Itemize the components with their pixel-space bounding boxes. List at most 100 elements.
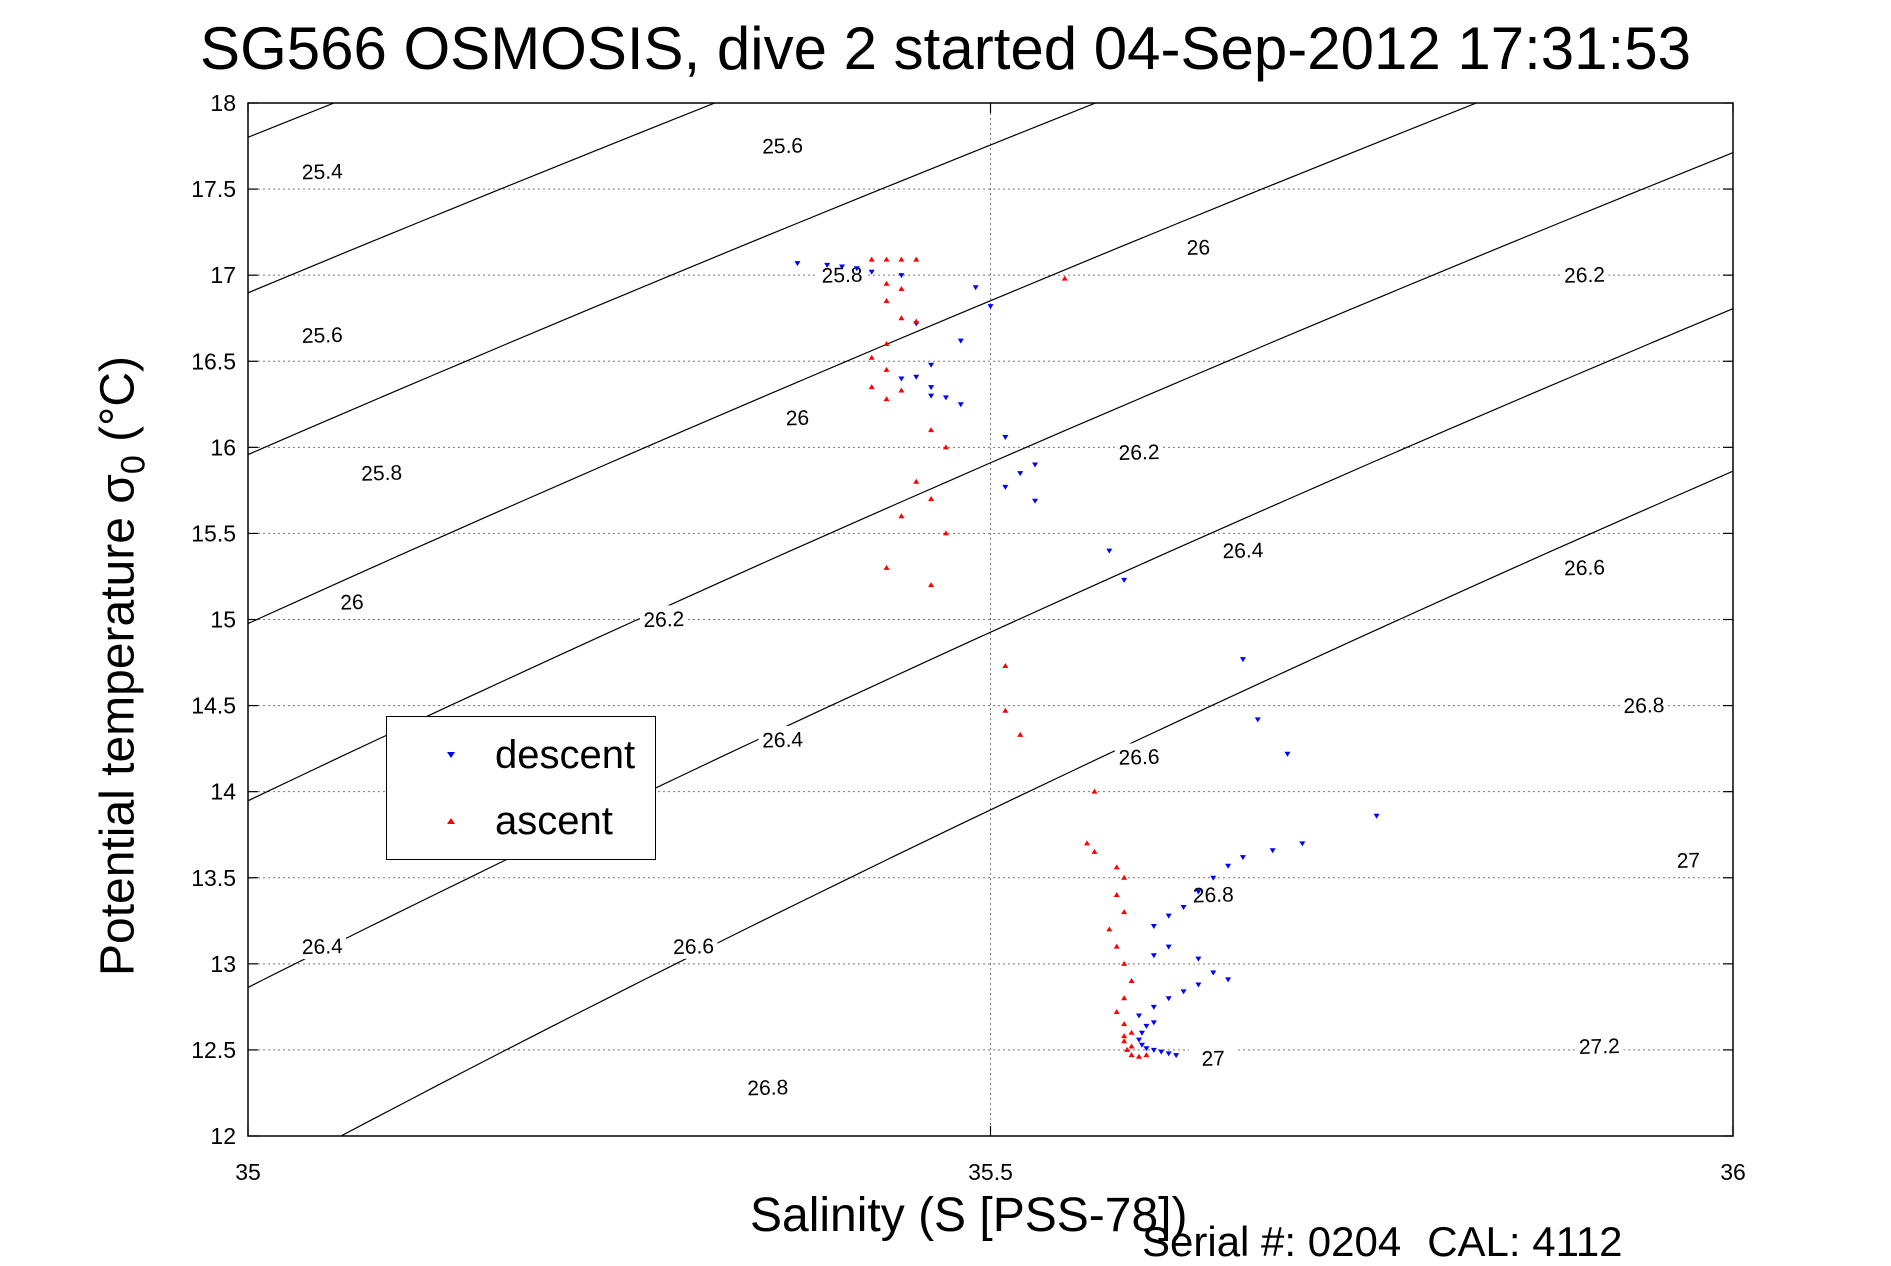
descent-point bbox=[1299, 841, 1306, 847]
ascent-point bbox=[898, 285, 905, 291]
ascent-point bbox=[883, 396, 890, 402]
ascent-point bbox=[868, 384, 875, 390]
descent-point bbox=[942, 395, 949, 401]
descent-point bbox=[1150, 1047, 1157, 1053]
contour-label-bg bbox=[1560, 260, 1609, 288]
contour-label-bg bbox=[297, 931, 347, 960]
y-tick-label: 14.5 bbox=[191, 693, 236, 719]
contour-label-bg bbox=[669, 931, 718, 960]
contour-label-bg bbox=[357, 458, 406, 486]
descent-point bbox=[1173, 1053, 1180, 1059]
contour-label: 27 bbox=[1676, 849, 1700, 873]
y-tick-label: 17.5 bbox=[191, 176, 236, 202]
legend-label-ascent: ascent bbox=[495, 799, 613, 843]
isopycnal-line bbox=[340, 470, 1733, 1136]
descent-point bbox=[957, 402, 964, 408]
ascent-point bbox=[928, 582, 935, 588]
x-axis-label: Salinity (S [PSS-78]) bbox=[750, 1189, 1188, 1242]
ascent-point bbox=[883, 564, 890, 570]
descent-point bbox=[1373, 813, 1380, 819]
y-tick-label: 16.5 bbox=[191, 348, 236, 374]
descent-point bbox=[1195, 982, 1202, 988]
descent-point bbox=[1143, 1023, 1150, 1029]
ascent-point bbox=[1121, 995, 1128, 1001]
contour-label-bg bbox=[1174, 232, 1223, 261]
contour-label: 26.4 bbox=[1222, 539, 1264, 563]
contour-label: 26 bbox=[340, 591, 364, 615]
contour-label-bg bbox=[758, 131, 807, 159]
ascent-point bbox=[1121, 1033, 1128, 1039]
ascent-point bbox=[1124, 1046, 1131, 1052]
ascent-point bbox=[883, 366, 890, 372]
ascent-point bbox=[1128, 1052, 1135, 1058]
descent-point bbox=[1165, 996, 1172, 1002]
y-tick-label: 14 bbox=[210, 779, 236, 805]
contour-label-bg bbox=[1574, 1031, 1624, 1060]
descent-point bbox=[824, 262, 831, 268]
serial-footer: Serial #: 0204 CAL: 4112 bbox=[1142, 1218, 1649, 1266]
contour-label: 26.8 bbox=[747, 1076, 789, 1100]
isopycnal-line bbox=[248, 103, 716, 294]
contour-label-bg bbox=[297, 157, 347, 185]
ascent-point bbox=[1002, 707, 1009, 713]
contour-label: 25.6 bbox=[302, 324, 344, 348]
contour-label-bg bbox=[1114, 742, 1164, 770]
y-tick-label: 13 bbox=[210, 951, 236, 977]
descent-point bbox=[1143, 1046, 1150, 1052]
ascent-point bbox=[1143, 1052, 1150, 1058]
ascent-point bbox=[1113, 864, 1120, 870]
descent-point bbox=[928, 385, 935, 391]
contour-label: 25.8 bbox=[361, 462, 403, 486]
ascent-point bbox=[1091, 848, 1098, 854]
y-tick-label: 15.5 bbox=[191, 520, 236, 546]
descent-point bbox=[1165, 1051, 1172, 1057]
descent-point bbox=[853, 266, 860, 272]
contour-label-bg bbox=[743, 1073, 793, 1101]
contour-label-bg bbox=[1188, 1043, 1238, 1072]
contour-label: 26.4 bbox=[762, 728, 804, 752]
ascent-point bbox=[1128, 1029, 1135, 1035]
contour-label-bg bbox=[639, 604, 689, 633]
y-tick-label: 15 bbox=[210, 607, 236, 633]
descent-point bbox=[928, 362, 935, 368]
descent-point bbox=[1210, 875, 1217, 881]
ascent-point bbox=[928, 427, 935, 433]
ascent-point bbox=[942, 530, 949, 536]
contour-label-bg bbox=[817, 260, 867, 288]
triangle-up-icon bbox=[447, 818, 455, 824]
descent-point bbox=[957, 338, 964, 344]
ascent-point bbox=[942, 444, 949, 450]
descent-point bbox=[1002, 435, 1009, 441]
contour-label: 25.6 bbox=[762, 134, 804, 158]
contour-label: 26.2 bbox=[1118, 441, 1160, 465]
ascent-point bbox=[1121, 960, 1128, 966]
ascent-point bbox=[883, 256, 890, 262]
ascent-point bbox=[928, 495, 935, 501]
descent-point bbox=[1165, 913, 1172, 919]
contour-label: 26 bbox=[785, 407, 809, 431]
legend-item-descent: descent bbox=[387, 725, 655, 785]
ascent-point bbox=[1017, 731, 1024, 737]
descent-point bbox=[1225, 977, 1232, 983]
contour-label-bg bbox=[1114, 437, 1164, 466]
descent-point bbox=[1239, 855, 1246, 861]
y-axis-label: Potential temperature σ0 (°C) bbox=[91, 356, 153, 976]
ascent-point bbox=[1121, 1038, 1128, 1044]
contour-label-bg bbox=[1188, 880, 1238, 908]
descent-point bbox=[1121, 577, 1128, 583]
contour-label-bg bbox=[1218, 535, 1268, 564]
isopycnal-line bbox=[248, 151, 1733, 802]
descent-point bbox=[1138, 1042, 1145, 1048]
legend-item-ascent: ascent bbox=[387, 791, 655, 851]
ascent-point bbox=[913, 478, 920, 484]
y-tick-label: 12 bbox=[210, 1123, 236, 1149]
descent-point bbox=[928, 393, 935, 399]
ascent-point bbox=[898, 315, 905, 321]
triangle-down-icon bbox=[447, 752, 455, 758]
y-tick-label: 12.5 bbox=[191, 1037, 236, 1063]
descent-point bbox=[898, 376, 905, 382]
descent-point bbox=[1032, 498, 1039, 504]
ascent-point bbox=[913, 318, 920, 324]
contour-label: 26.8 bbox=[1193, 883, 1235, 907]
descent-point bbox=[1002, 484, 1009, 490]
